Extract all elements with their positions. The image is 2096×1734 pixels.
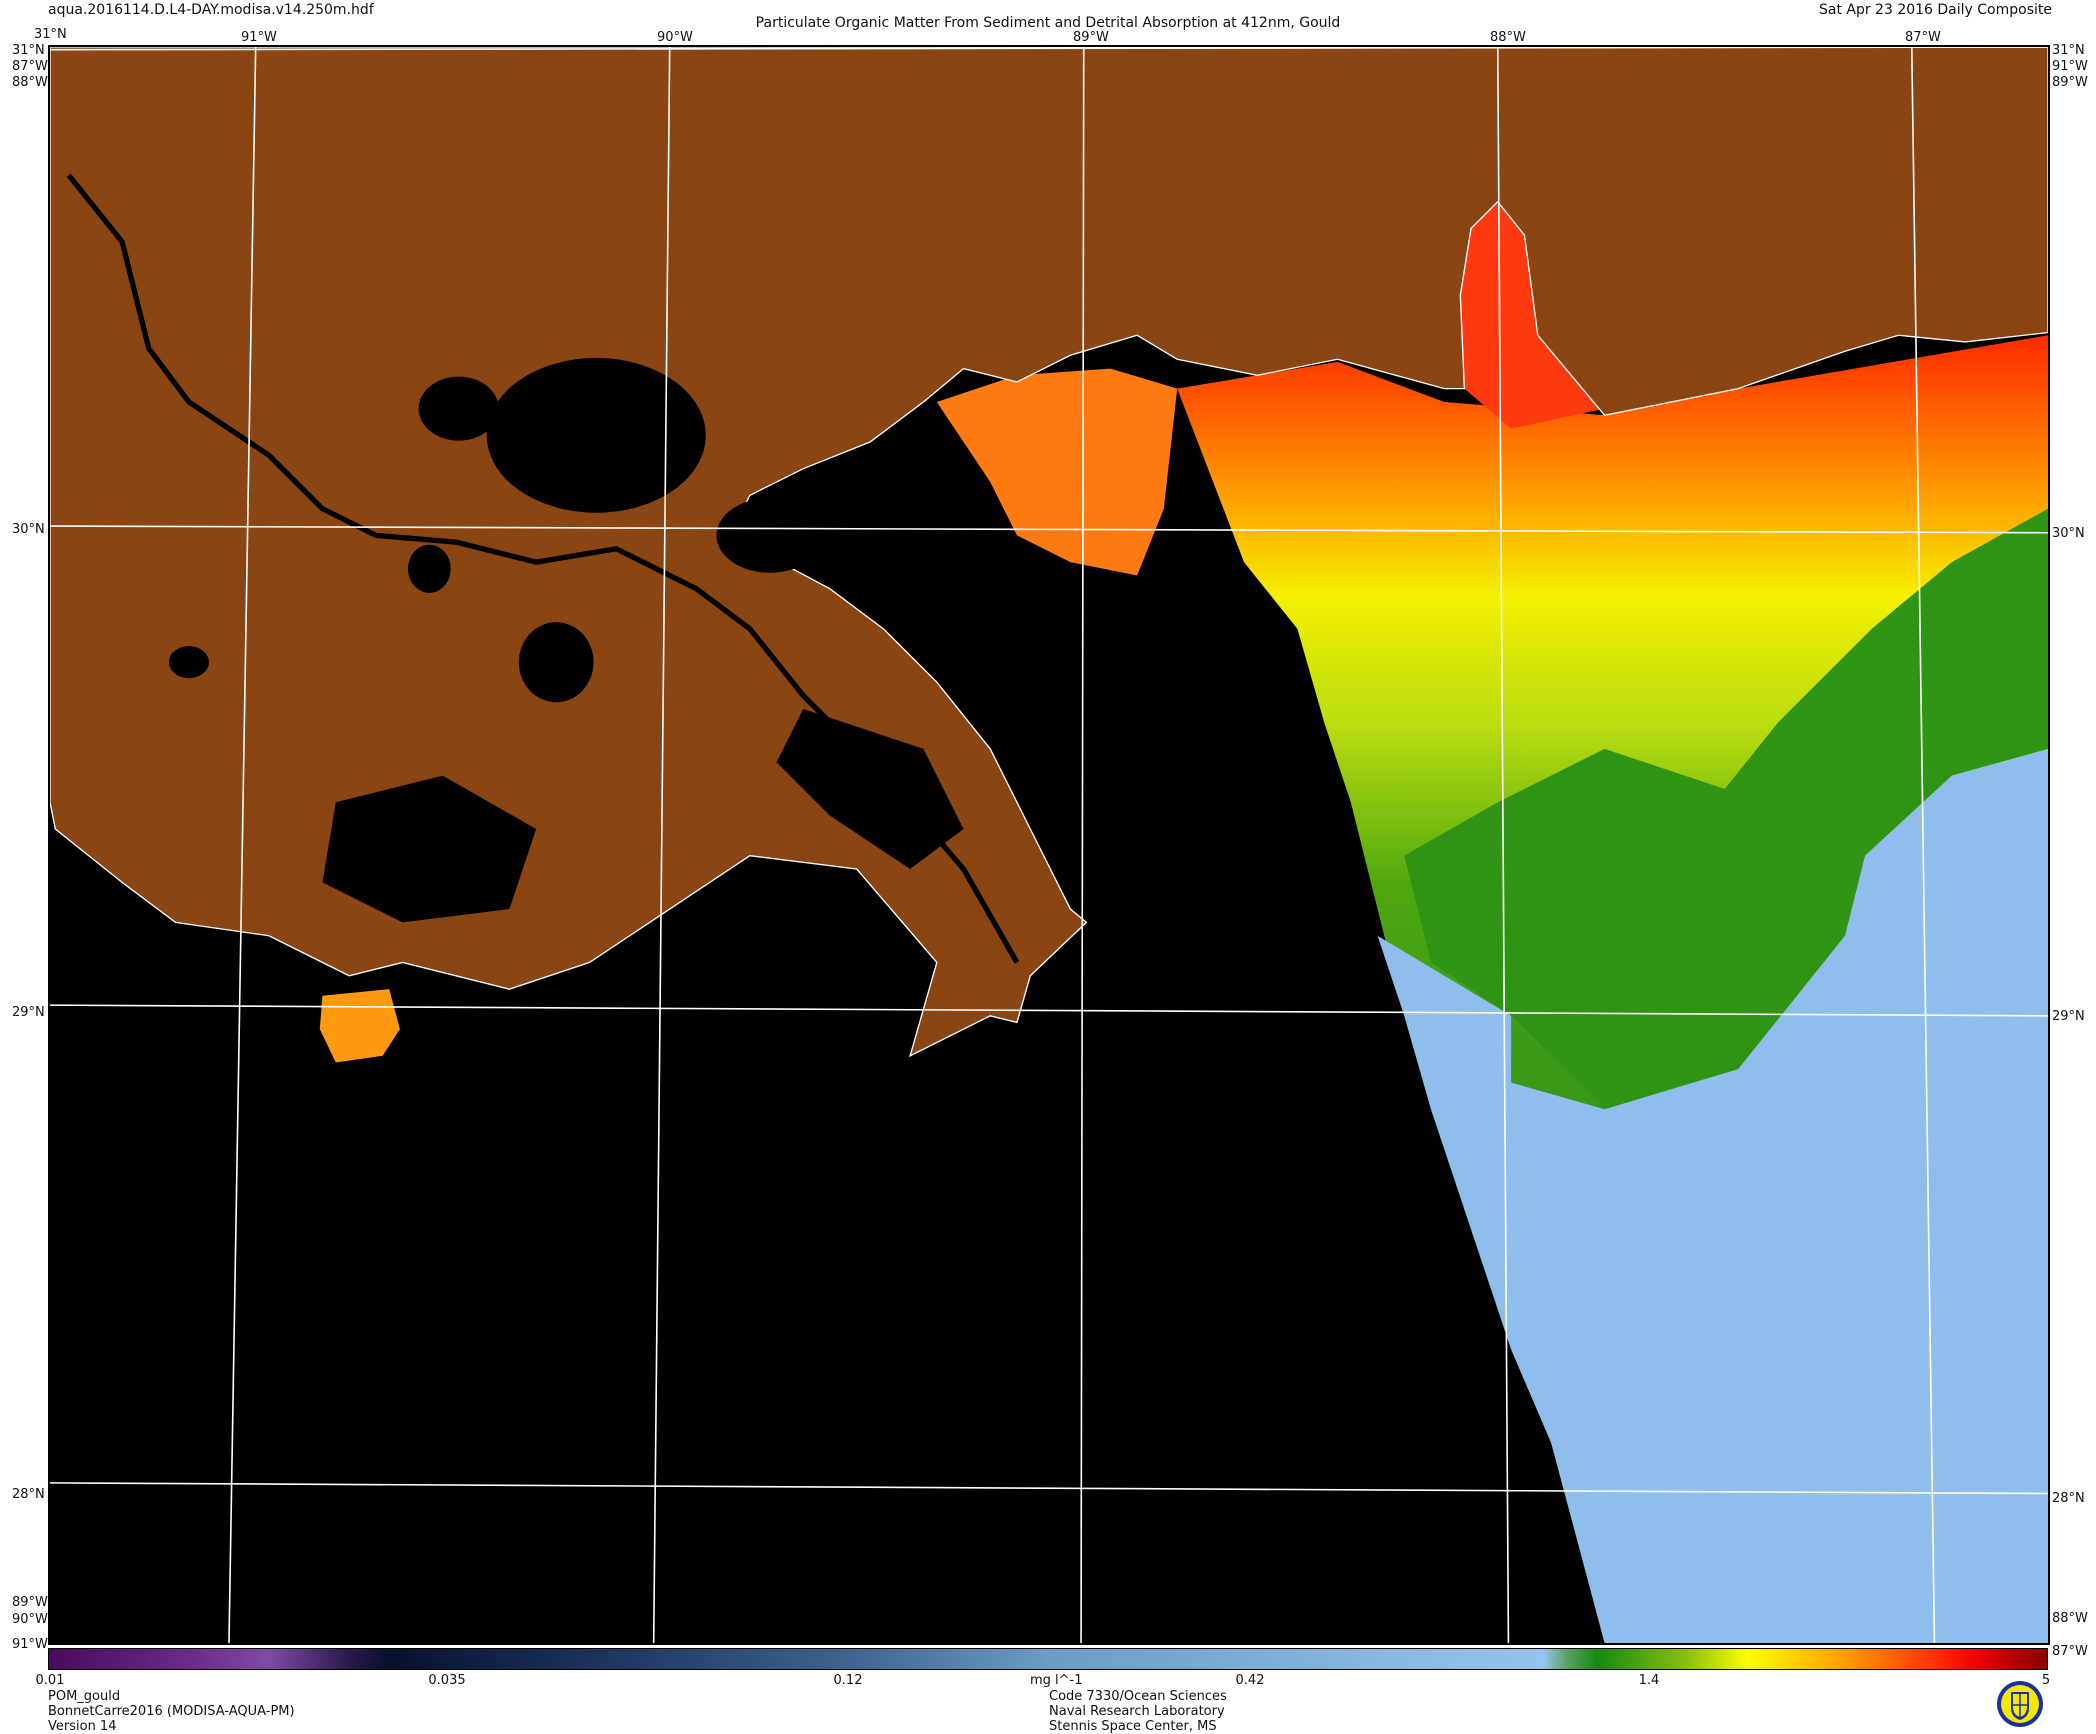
top-label: 31°N [34,27,67,42]
right-label: 88°W [2052,1611,2088,1626]
lake-maurepas [418,376,499,441]
footer-center-line: Naval Research Laboratory [1049,1704,1225,1719]
clear-water-region [1377,748,2048,1643]
map-image [49,46,2049,1644]
top-label: 87°W [1905,30,1941,45]
filename: aqua.2016114.D.L4-DAY.modisa.v14.250m.hd… [48,2,374,18]
left-label: 29°N [12,1005,45,1020]
footer-center-line: Stennis Space Center, MS [1049,1719,1217,1734]
right-label: 31°N [2052,43,2085,58]
colorbar-units: mg l^-1 [1030,1673,1083,1688]
lake [518,622,594,703]
left-label: 28°N [12,1487,45,1502]
top-label: 91°W [241,30,277,45]
colorbar-tick: 5 [2041,1673,2051,1688]
lake-borgne [716,498,824,573]
colorbar [48,1648,2048,1670]
colorbar-tick: 0.01 [35,1673,65,1688]
right-label: 30°N [2052,526,2085,541]
top-label: 90°W [657,30,693,45]
top-label: 89°W [1073,30,1109,45]
lake [168,646,209,679]
left-label: 31°N [12,43,45,58]
lake [407,544,451,593]
footer-left-line: BonnetCarre2016 (MODISA-AQUA-PM) [48,1704,295,1719]
footer-left-line: POM_gould [48,1689,121,1704]
right-label: 91°W [2052,59,2088,74]
colorbar-tick: 0.12 [833,1673,863,1688]
colorbar-tick: 0.035 [428,1673,466,1688]
nrl-seal-logo [1997,1681,2043,1727]
map-panel [48,45,2050,1645]
date-label: Sat Apr 23 2016 Daily Composite [1818,2,2052,18]
left-label: 30°N [12,522,45,537]
right-label: 89°W [2052,75,2088,90]
footer-center-line: Code 7330/Ocean Sciences [1049,1689,1227,1704]
mississippi-river [66,173,1020,964]
left-label: 91°W [12,1637,48,1652]
colorbar-tick: 1.4 [1638,1673,1660,1688]
nearshore-patches [936,368,1178,576]
green-plume [1404,508,2048,1110]
map-title: Particulate Organic Matter From Sediment… [755,15,1341,31]
marsh-water [776,708,964,870]
left-label: 87°W [12,59,48,74]
graticule [49,46,2049,1644]
left-label: 89°W [12,1595,48,1610]
marsh-water [322,775,537,923]
top-label: 88°W [1490,30,1526,45]
left-label: 90°W [12,1612,48,1627]
lake-pontchartrain [486,357,706,513]
footer-left-line: Version 14 [48,1719,117,1734]
colorbar-tick: 0.42 [1235,1673,1265,1688]
right-label: 29°N [2052,1009,2085,1024]
left-label: 88°W [12,75,48,90]
right-label: 28°N [2052,1491,2085,1506]
right-label: 87°W [2052,1644,2088,1659]
